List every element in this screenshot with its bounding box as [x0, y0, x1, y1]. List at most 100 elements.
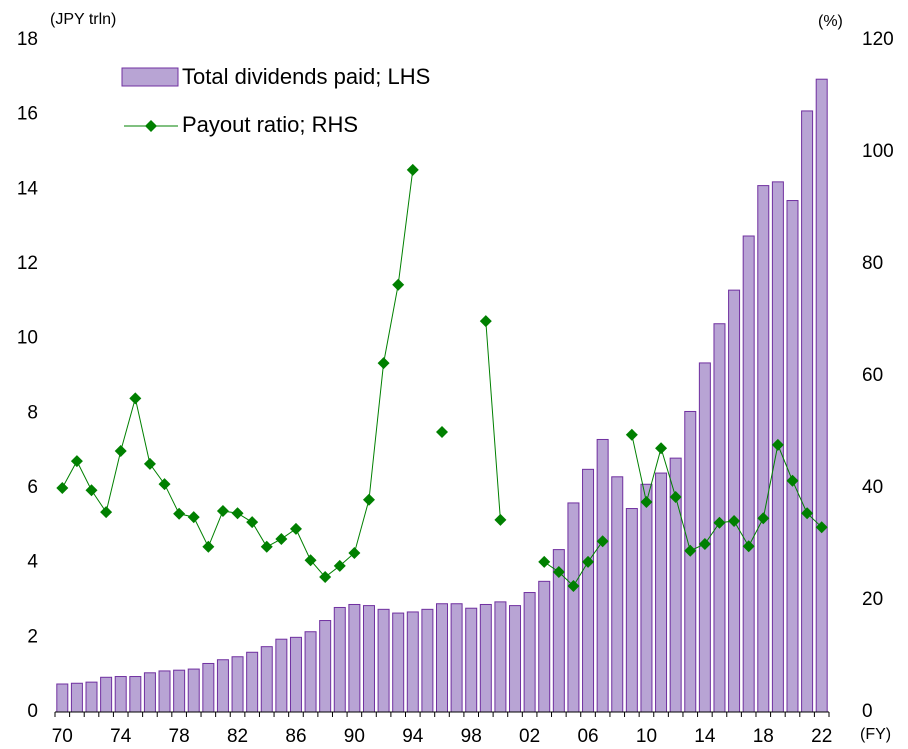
bar [509, 605, 522, 713]
bar [319, 620, 332, 713]
x-tick-label: 18 [753, 726, 774, 747]
bar [143, 672, 156, 713]
bar [450, 603, 463, 713]
y2-tick-label: 0 [862, 701, 873, 722]
bar [70, 682, 83, 713]
bar [728, 289, 741, 713]
x-tick-label: 82 [227, 726, 248, 747]
y2-axis-unit: (%) [818, 13, 843, 30]
bar [202, 662, 215, 713]
bar [246, 651, 259, 713]
bar [216, 659, 229, 713]
bar [158, 670, 171, 713]
bar [304, 631, 317, 713]
payout-marker [538, 555, 551, 568]
payout-marker [698, 538, 711, 550]
payout-marker [348, 546, 361, 559]
bar [567, 502, 580, 713]
payout-marker [582, 555, 595, 568]
x-tick-label: 90 [344, 726, 365, 747]
bar [479, 603, 492, 713]
payout-marker [202, 540, 215, 553]
payout-marker [494, 513, 507, 526]
y-tick-label: 4 [27, 552, 38, 573]
payout-marker [246, 516, 259, 529]
bar [85, 681, 98, 713]
payout-marker [801, 507, 814, 520]
y-tick-label: 2 [27, 626, 38, 647]
payout-marker [70, 455, 83, 468]
payout-marker [728, 515, 741, 528]
bar [596, 438, 609, 713]
payout-marker [815, 521, 828, 534]
payout-marker [143, 457, 156, 470]
y-tick-label: 10 [17, 328, 38, 349]
y2-tick-label: 20 [862, 589, 883, 610]
bar [377, 608, 390, 713]
y2-tick-label: 120 [862, 29, 894, 50]
legend-marker [145, 120, 157, 132]
payout-marker [129, 392, 142, 405]
legend-swatch [121, 67, 179, 87]
payout-marker [187, 511, 200, 524]
bar [421, 608, 434, 713]
x-tick-label: 86 [285, 726, 306, 747]
bar [362, 605, 375, 713]
bar [640, 483, 653, 713]
bar [815, 78, 828, 713]
x-tick-label: 94 [402, 726, 424, 747]
bar [655, 472, 668, 713]
y-axis-unit: (JPY trln) [50, 11, 116, 28]
payout-marker [436, 426, 448, 438]
x-tick-label: 10 [636, 726, 657, 747]
x-tick-label: 74 [110, 726, 132, 747]
y2-tick-label: 40 [862, 477, 883, 498]
x-tick-label: 14 [694, 726, 716, 747]
payout-marker [333, 559, 346, 572]
payout-marker [771, 438, 784, 451]
bar [757, 185, 770, 713]
payout-marker [479, 315, 492, 328]
payout-marker [362, 493, 375, 506]
bar [436, 603, 448, 713]
bar [392, 612, 405, 713]
payout-marker [304, 554, 317, 567]
x-tick-label: 02 [519, 726, 540, 747]
payout-marker [392, 278, 405, 291]
bar [260, 646, 273, 713]
bar [742, 235, 755, 713]
payout-marker [640, 496, 653, 508]
x-axis-unit: (FY) [860, 726, 891, 743]
payout-marker [289, 522, 302, 535]
y2-tick-label: 60 [862, 365, 883, 386]
payout-marker [114, 445, 127, 458]
legend-label: Total dividends paid; LHS [182, 64, 430, 89]
bar [698, 362, 711, 713]
bar [494, 601, 507, 713]
y-tick-label: 6 [27, 477, 38, 498]
y2-tick-label: 100 [862, 141, 894, 162]
bar [538, 580, 551, 713]
payout-marker [260, 540, 273, 553]
x-tick-label: 06 [577, 726, 598, 747]
payout-marker [100, 506, 113, 519]
payout-marker [377, 357, 390, 370]
y-tick-label: 0 [27, 701, 38, 722]
bar [684, 410, 697, 713]
y2-tick-label: 80 [862, 253, 883, 274]
bar [231, 656, 244, 713]
payout-marker [552, 566, 565, 578]
y-tick-label: 8 [27, 402, 38, 423]
payout-marker [786, 474, 799, 487]
payout-marker [713, 516, 726, 529]
bar [611, 476, 624, 713]
x-tick-label: 22 [811, 726, 832, 747]
bar [348, 603, 361, 713]
payout-marker [275, 532, 288, 545]
bar [56, 683, 69, 713]
payout-marker [655, 442, 668, 455]
bar [786, 200, 799, 713]
payout-marker [625, 428, 638, 441]
payout-marker [216, 504, 229, 517]
